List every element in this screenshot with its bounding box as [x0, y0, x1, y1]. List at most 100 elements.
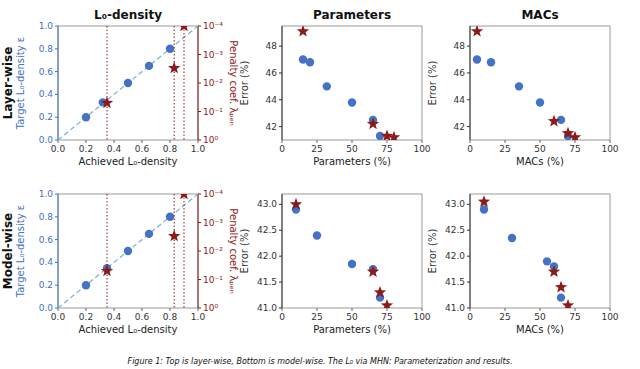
caption: Figure 1: Top is layer-wise, Bottom is m…: [128, 357, 513, 366]
x-tick-label: 0: [467, 312, 473, 322]
x-tick-label: 0.8: [163, 312, 178, 322]
x-tick: [170, 308, 171, 311]
circle-point: [543, 257, 551, 265]
y-tick: [55, 140, 58, 141]
x-tick: [422, 140, 423, 143]
x-tick-label: 100: [601, 144, 618, 154]
y-tick: [55, 308, 58, 309]
x-tick: [352, 140, 353, 143]
row-label: Model-wise: [1, 213, 15, 290]
x-tick-label: 0.8: [163, 144, 178, 154]
y-tick: [279, 256, 282, 257]
star-point: [555, 281, 567, 293]
x-tick-label: 0.6: [135, 312, 150, 322]
y-tick-label: 0.6: [39, 67, 54, 77]
star-point: [388, 131, 400, 140]
star-point: [178, 194, 190, 199]
x-tick-label: 50: [346, 312, 358, 322]
x-tick-label: 0: [279, 312, 285, 322]
figure: 0.00.20.40.60.81.00.00.20.40.60.81.010⁻⁴…: [0, 0, 640, 369]
x-tick: [540, 140, 541, 143]
x-tick: [422, 308, 423, 311]
plot-frame: [58, 26, 198, 140]
y-tick-label: 44: [454, 95, 466, 105]
y-tick-label: 0.2: [39, 280, 53, 290]
x-tick-label: 0.4: [107, 312, 122, 322]
star-point: [569, 131, 581, 140]
panel: 0.00.20.40.60.81.00.00.20.40.60.81.010⁻⁴…: [15, 188, 239, 336]
x-tick-label: 0.2: [79, 312, 93, 322]
y-tick-label: 43.0: [257, 199, 277, 209]
y-tick-label: 0.4: [39, 257, 54, 267]
star-point: [367, 265, 379, 277]
y-tick-label: 41.0: [257, 303, 277, 313]
x-tick-label: 0.0: [51, 312, 66, 322]
y2-tick-label: 10⁰: [203, 135, 218, 145]
y-tick-label: 46: [266, 68, 278, 78]
x-tick-label: 1.0: [191, 312, 206, 322]
panel: 025507510041.041.542.042.543.0MACs (%)Er…: [427, 194, 619, 335]
star-point: [101, 96, 113, 108]
x-tick-label: 0: [467, 144, 473, 154]
panel-title: L₀-density: [94, 8, 162, 22]
circle-point: [348, 98, 356, 106]
circle-point: [145, 230, 153, 238]
circle-point: [480, 205, 488, 213]
panel: 0.00.20.40.60.81.00.00.20.40.60.81.010⁻⁴…: [15, 8, 239, 167]
drop-line: [107, 194, 108, 308]
x-tick-label: 0: [279, 144, 285, 154]
x-tick: [575, 140, 576, 143]
x-tick-label: 0.4: [107, 144, 122, 154]
y-tick-label: 0.2: [39, 112, 53, 122]
circle-point: [166, 213, 174, 221]
y-tick: [467, 282, 470, 283]
drop-line: [184, 194, 185, 308]
circle-point: [376, 132, 384, 140]
y-tick-label: 1.0: [39, 21, 54, 31]
drop-line: [107, 26, 108, 140]
y-axis-label: Error (%): [427, 60, 438, 105]
y-tick: [55, 94, 58, 95]
panel-title: MACs: [521, 8, 558, 22]
y2-axis-label: Penalty coef. λₚₑₙ: [228, 40, 239, 125]
y-axis-label: Target L₀-density ε: [15, 37, 26, 131]
y-tick: [279, 204, 282, 205]
x-tick-label: 50: [346, 144, 358, 154]
circle-point: [323, 82, 331, 90]
y2-tick-label: 10⁰: [203, 303, 218, 313]
y2-tick-label: 10⁻¹: [203, 275, 223, 285]
x-tick: [114, 140, 115, 143]
x-tick-label: 75: [569, 144, 580, 154]
x-tick: [610, 308, 611, 311]
y2-tick: [198, 222, 201, 223]
star-point: [381, 129, 393, 140]
x-axis-label: Achieved L₀-density: [79, 156, 178, 167]
plot-area: [478, 195, 574, 308]
circle-point: [124, 247, 132, 255]
x-tick-label: 75: [381, 144, 392, 154]
y-axis-label: Error (%): [239, 228, 250, 273]
y-tick-label: 42.5: [257, 225, 277, 235]
x-tick-label: 1.0: [191, 144, 206, 154]
y2-tick: [198, 279, 201, 280]
drop-line: [174, 194, 175, 308]
x-tick-label: 75: [569, 312, 580, 322]
star-point: [168, 230, 180, 242]
star-point: [381, 299, 393, 308]
circle-point: [124, 79, 132, 87]
y2-tick: [198, 140, 201, 141]
plot-area: [58, 194, 198, 308]
circle-point: [348, 260, 356, 268]
x-axis-label: Achieved L₀-density: [79, 324, 178, 335]
x-tick-label: 0.6: [135, 144, 150, 154]
y-axis-line: [470, 194, 471, 308]
y-tick-label: 41.5: [445, 277, 465, 287]
y-tick-label: 48: [454, 41, 466, 51]
plot-area: [290, 198, 393, 308]
circle-point: [166, 45, 174, 53]
y-tick: [279, 230, 282, 231]
x-tick: [142, 140, 143, 143]
y2-tick-label: 10⁻⁴: [203, 189, 223, 199]
star-point: [168, 62, 180, 74]
y-tick-label: 0.4: [39, 89, 54, 99]
